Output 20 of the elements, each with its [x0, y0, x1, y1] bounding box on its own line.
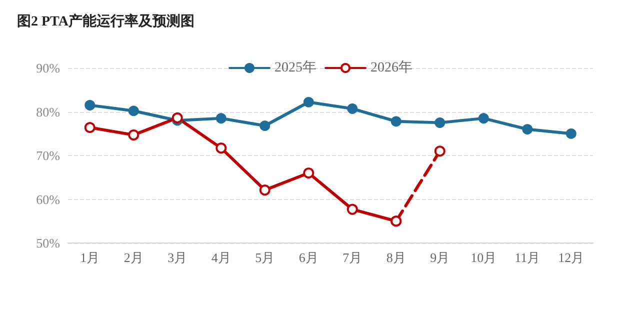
x-tick-label: 6月 [298, 250, 318, 265]
legend-label: 2026年 [370, 60, 412, 76]
y-tick-label: 70% [36, 148, 60, 163]
y-tick-label: 60% [36, 192, 60, 207]
x-tick-label: 1月 [80, 250, 100, 265]
x-tick-label: 8月 [386, 250, 406, 265]
y-tick-label: 90% [36, 60, 60, 76]
x-tick-label: 10月 [470, 250, 497, 265]
x-tick-label: 2月 [124, 250, 144, 265]
x-tick-label: 7月 [342, 250, 362, 265]
y-tick-label: 80% [36, 104, 60, 120]
x-tick-label: 4月 [211, 250, 231, 265]
y-tick-label: 50% [36, 236, 60, 250]
x-tick-label: 5月 [255, 250, 275, 265]
legend-label: 2025年 [274, 60, 316, 76]
x-tick-label: 11月 [514, 250, 540, 265]
chart-title: 图2 PTA产能运行率及预测图 [17, 12, 194, 30]
x-tick-label: 9月 [430, 250, 450, 265]
x-tick-label: 3月 [168, 250, 188, 265]
x-tick-label: 12月 [558, 250, 584, 265]
